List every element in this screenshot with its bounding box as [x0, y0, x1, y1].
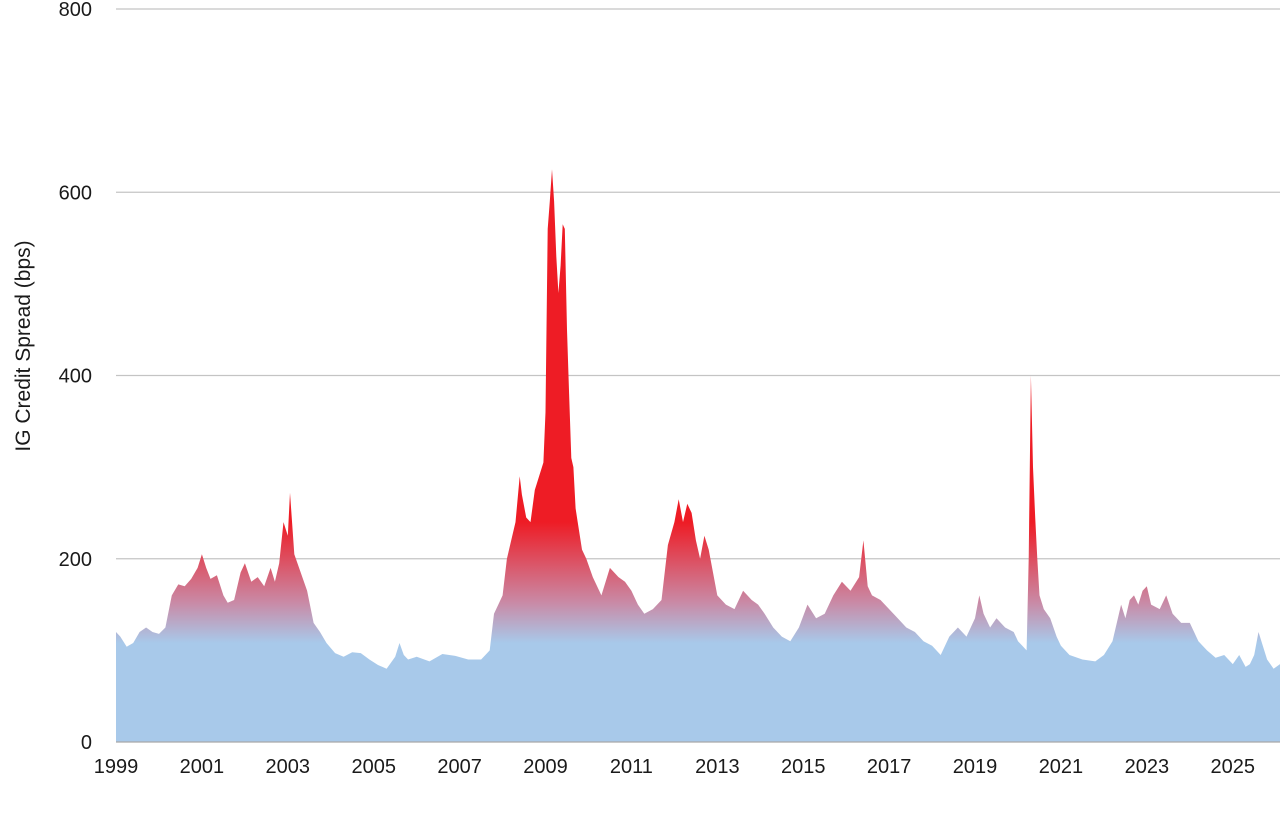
gridlines	[116, 8, 1280, 560]
y-tick-label: 0	[81, 732, 92, 754]
axes: 0 200 400 600 800 1999 2001 2003 2005 2007 2009 201…	[59, 0, 1280, 778]
x-tick-label: 1999	[94, 756, 139, 778]
x-tick-label: 2009	[523, 756, 568, 778]
spread-area	[116, 169, 1280, 743]
x-tick-label: 2001	[180, 756, 225, 778]
y-tick-label: 400	[59, 366, 92, 388]
y-tick-label: 200	[59, 549, 92, 571]
x-tick-label: 2017	[867, 756, 912, 778]
plot-area	[116, 169, 1280, 743]
x-tick-label: 2011	[610, 756, 653, 778]
y-tick-label: 600	[59, 182, 92, 204]
x-tick-label: 2015	[781, 756, 826, 778]
x-tick-label: 2003	[266, 756, 311, 778]
y-tick-label: 800	[59, 0, 92, 21]
x-tick-label: 2005	[351, 756, 396, 778]
x-tick-label: 2025	[1211, 756, 1256, 778]
x-tick-label: 2019	[953, 756, 998, 778]
y-axis-title: IG Credit Spread (bps)	[12, 240, 35, 451]
x-tick-label: 2007	[437, 756, 482, 778]
x-tick-label: 2021	[1039, 756, 1084, 778]
x-tick-label: 2013	[695, 756, 740, 778]
x-tick-label: 2023	[1125, 756, 1170, 778]
